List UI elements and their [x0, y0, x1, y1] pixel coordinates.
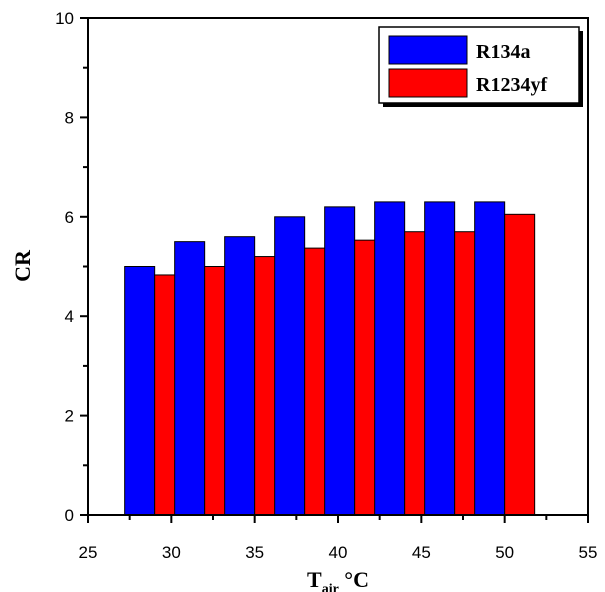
y-tick-label: 6	[65, 208, 74, 227]
bar-r134a-2	[224, 236, 256, 516]
x-tick-label: 30	[162, 543, 181, 562]
bar-r1234yf-7	[504, 213, 536, 516]
bars	[124, 201, 536, 516]
x-tick-label: 55	[579, 543, 598, 562]
y-axis-title: CR	[10, 249, 35, 282]
x-axis-title-main: T	[307, 567, 322, 592]
y-tick-label: 8	[65, 108, 74, 127]
x-tick-label: 50	[495, 543, 514, 562]
y-tick-label: 2	[65, 407, 74, 426]
bar-r134a-7	[474, 201, 506, 516]
x-tick-label: 40	[329, 543, 348, 562]
x-tick-label: 25	[79, 543, 98, 562]
legend-label-r1234yf: R1234yf	[476, 74, 547, 96]
legend-swatch-r134a	[388, 35, 468, 65]
legend: R134a R1234yf	[378, 26, 583, 107]
legend-swatch-r1234yf	[388, 68, 468, 98]
x-axis-title-unit: °C	[339, 567, 369, 592]
x-tick-label: 35	[245, 543, 264, 562]
bar-r134a-3	[274, 216, 306, 516]
bar-r134a-6	[424, 201, 456, 516]
bar-r134a-1	[174, 241, 206, 516]
y-tick-label: 10	[55, 9, 74, 28]
x-axis-title-sub: air	[322, 582, 339, 592]
y-tick-label: 4	[65, 307, 74, 326]
x-tick-label: 45	[412, 543, 431, 562]
y-tick-label: 0	[65, 506, 74, 525]
bar-r134a-0	[124, 266, 156, 516]
y-axis-ticks: 0 2 4 6 8 10	[55, 9, 88, 525]
x-axis-ticks: 25 30 35 40 45 50 55	[79, 515, 598, 562]
bar-r134a-4	[324, 206, 356, 516]
legend-label-r134a: R134a	[476, 41, 530, 63]
bar-r134a-5	[374, 201, 406, 516]
x-axis-title: Tair °C	[307, 567, 369, 592]
